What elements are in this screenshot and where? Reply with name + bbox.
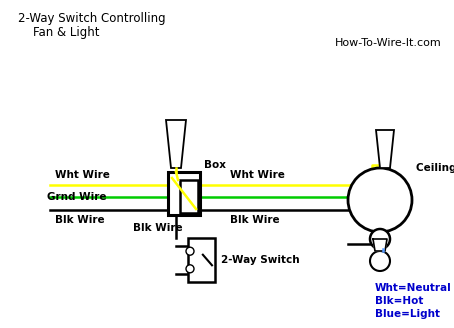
Text: Ceiling Fan: Ceiling Fan <box>416 163 454 173</box>
Bar <box>188 238 215 282</box>
Text: 2-Way Switch: 2-Way Switch <box>221 255 300 265</box>
Bar <box>180 180 198 213</box>
Text: Wht Wire: Wht Wire <box>230 170 285 180</box>
Text: Wht Wire: Wht Wire <box>55 170 110 180</box>
Polygon shape <box>376 130 394 168</box>
Text: Blk Wire: Blk Wire <box>230 215 280 225</box>
Text: Wht=Neutral
Blk=Hot
Blue=Light: Wht=Neutral Blk=Hot Blue=Light <box>375 283 452 319</box>
Bar <box>168 172 200 215</box>
Text: Blk Wire: Blk Wire <box>133 223 183 233</box>
Circle shape <box>370 229 390 249</box>
Text: Grnd Wire: Grnd Wire <box>47 192 107 202</box>
Text: Box: Box <box>204 160 226 170</box>
Circle shape <box>186 265 194 273</box>
Polygon shape <box>166 120 186 168</box>
Text: Fan & Light: Fan & Light <box>18 26 99 39</box>
Polygon shape <box>373 239 387 251</box>
Text: How-To-Wire-It.com: How-To-Wire-It.com <box>335 38 442 48</box>
Circle shape <box>186 247 194 255</box>
Circle shape <box>348 168 412 232</box>
Text: Blk Wire: Blk Wire <box>55 215 104 225</box>
Text: 2-Way Switch Controlling: 2-Way Switch Controlling <box>18 12 166 25</box>
Circle shape <box>370 251 390 271</box>
